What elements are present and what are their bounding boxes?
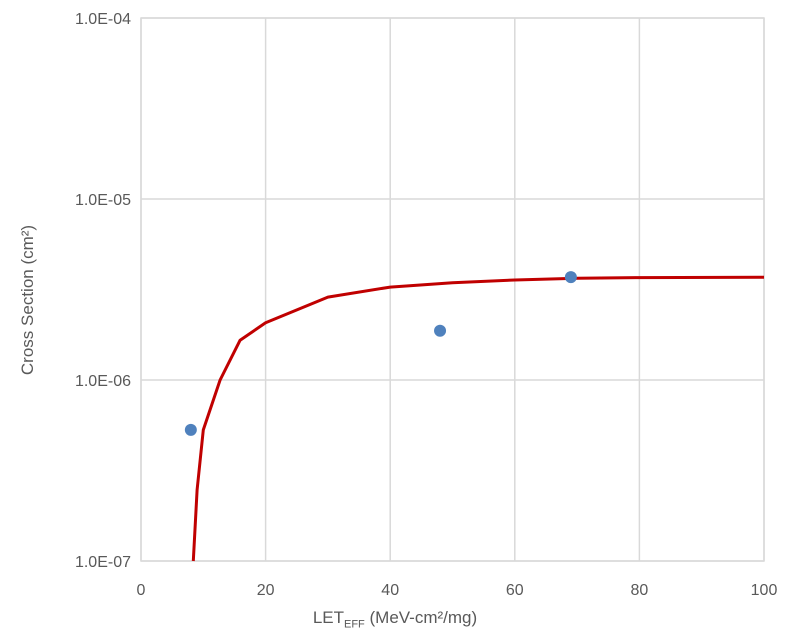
x-tick-label: 100 xyxy=(751,582,778,599)
y-tick-label: 1.0E-04 xyxy=(75,11,131,28)
x-label-main: LET xyxy=(312,608,344,627)
x-tick-label: 40 xyxy=(381,582,399,599)
data-point xyxy=(434,324,447,337)
x-tick-label: 80 xyxy=(631,582,649,599)
x-tick-label: 20 xyxy=(257,582,275,599)
data-point xyxy=(564,271,577,284)
x-axis-label: LETEFF (MeV-cm²/mg) xyxy=(0,608,790,630)
y-tick-label: 1.0E-07 xyxy=(75,554,131,571)
y-tick-label: 1.0E-05 xyxy=(75,192,131,209)
x-tick-label: 60 xyxy=(506,582,524,599)
data-point xyxy=(184,423,197,436)
x-label-rest: (MeV-cm²/mg) xyxy=(364,608,478,627)
x-label-sub: EFF xyxy=(344,618,365,631)
x-tick-label: 0 xyxy=(137,582,146,599)
y-tick-label: 1.0E-06 xyxy=(75,373,131,390)
fit-curve xyxy=(191,275,765,562)
y-axis-label: Cross Section (cm²) xyxy=(18,224,37,376)
plot-border xyxy=(140,17,765,562)
